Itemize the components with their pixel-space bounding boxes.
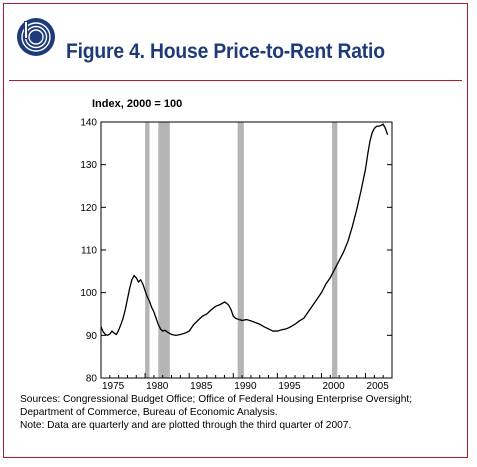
figure-header: Figure 4. House Price-to-Rent Ratio [4, 4, 467, 80]
y-tick-label-130: 130 [80, 160, 97, 171]
header-divider [9, 80, 462, 81]
unit-label: Index, 2000 = 100 [92, 98, 183, 110]
recession-bar-3 [332, 122, 338, 378]
sources-line-1: Sources: Congressional Budget Office; Of… [20, 394, 413, 405]
axis-ticks [100, 121, 393, 379]
tick-labels: 80 90 100 110 120 130 140 1975 1980 1985 1990 1995 2… [80, 118, 389, 393]
y-tick-label-140: 140 [80, 118, 97, 129]
x-tick-label-1975: 1975 [102, 381, 125, 392]
x-tick-label-1985: 1985 [190, 381, 213, 392]
y-tick-label-80: 80 [86, 374, 98, 385]
series-line [100, 123, 389, 337]
plot-frame [100, 121, 393, 379]
recession-shading [145, 122, 338, 378]
x-tick-label-1995: 1995 [278, 381, 301, 392]
footer: Sources: Congressional Budget Office; Of… [20, 393, 460, 432]
y-tick-label-100: 100 [80, 288, 97, 299]
recession-bar-1 [158, 122, 170, 378]
y-tick-label-110: 110 [81, 246, 97, 257]
figure-frame: Figure 4. House Price-to-Rent Ratio [3, 3, 468, 458]
x-tick-label-1980: 1980 [146, 381, 169, 392]
x-tick-label-1990: 1990 [234, 381, 257, 392]
note: Note: Data are quarterly and are plotted… [20, 420, 352, 431]
recession-bar-2 [237, 122, 244, 378]
x-tick-label-2005: 2005 [367, 381, 390, 392]
recession-bar-0 [145, 122, 150, 378]
x-tick-label-2000: 2000 [322, 381, 345, 392]
y-tick-label-120: 120 [80, 203, 97, 214]
sources-line-2: Department of Commerce, Bureau of Econom… [20, 407, 278, 418]
y-tick-label-90: 90 [86, 331, 98, 342]
cbo-logo-icon [17, 18, 55, 56]
figure-title: Figure 4. House Price-to-Rent Ratio [66, 40, 385, 63]
